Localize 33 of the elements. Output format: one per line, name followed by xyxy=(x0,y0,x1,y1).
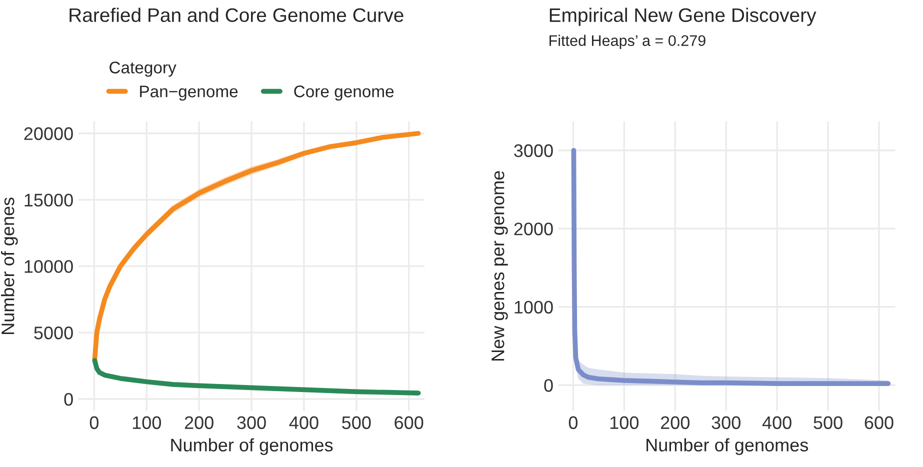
chart-title: Empirical New Gene Discovery xyxy=(550,8,816,26)
x-tick-label: 600 xyxy=(864,416,894,430)
x-tick-label: 200 xyxy=(660,416,690,430)
y-axis-title: New genes per genome xyxy=(492,171,508,361)
x-tick-label: 100 xyxy=(610,416,639,430)
x-tick-label: 500 xyxy=(342,416,371,430)
x-axis-title: Number of genomes xyxy=(171,438,333,456)
legend-title: Category xyxy=(110,62,176,77)
x-tick-label: 500 xyxy=(814,416,842,430)
y-tick-label: 15000 xyxy=(24,194,73,206)
x-tick-label: 300 xyxy=(712,416,740,430)
x-axis-title: Number of genomes xyxy=(646,438,808,456)
y-tick-label: 0 xyxy=(64,392,73,406)
x-tick-label: 400 xyxy=(289,416,318,430)
y-tick-label: 1000 xyxy=(514,300,553,314)
y-tick-label: 10000 xyxy=(24,260,73,273)
x-tick-label: 0 xyxy=(568,416,578,430)
x-tick-label: 200 xyxy=(184,416,214,430)
chart-subtitle: Fitted Heaps’ a = 0.279 xyxy=(550,34,706,50)
chart-title: Rarefied Pan and Core Genome Curve xyxy=(70,8,404,22)
y-tick-label: 20000 xyxy=(24,127,73,140)
x-tick-label: 100 xyxy=(132,416,161,430)
x-tick-label: 300 xyxy=(237,416,266,430)
y-tick-label: 5000 xyxy=(34,326,73,340)
y-tick-label: 3000 xyxy=(514,144,553,158)
y-tick-label: 2000 xyxy=(514,222,553,236)
y-tick-label: 0 xyxy=(544,379,553,392)
x-tick-label: 600 xyxy=(394,416,424,430)
legend-label: Core genome xyxy=(294,86,394,101)
legend-label: Pan−genome xyxy=(140,86,238,101)
x-tick-label: 400 xyxy=(762,416,792,430)
x-tick-label: 0 xyxy=(90,416,99,430)
y-axis-title: Number of genes xyxy=(1,198,18,334)
